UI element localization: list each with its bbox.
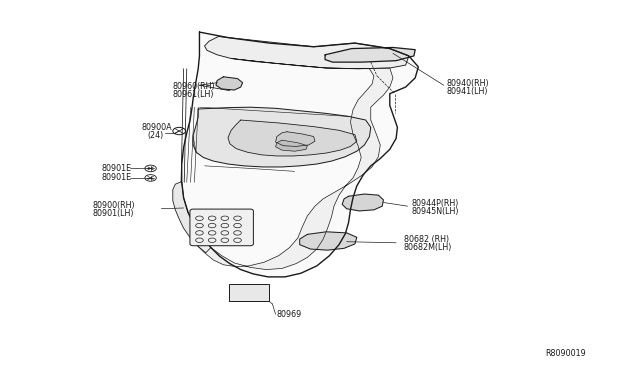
Polygon shape [228, 120, 356, 156]
Text: 80901E: 80901E [101, 173, 131, 182]
Polygon shape [342, 194, 383, 211]
Text: 80945N(LH): 80945N(LH) [412, 207, 460, 216]
Text: (24): (24) [147, 131, 164, 140]
FancyBboxPatch shape [190, 209, 253, 246]
Text: 80960(RH): 80960(RH) [173, 82, 216, 91]
Text: 80961(LH): 80961(LH) [173, 90, 214, 99]
Polygon shape [216, 77, 243, 90]
Polygon shape [205, 36, 409, 69]
Polygon shape [173, 182, 211, 253]
Polygon shape [276, 132, 315, 147]
Text: 80900A: 80900A [141, 123, 172, 132]
Polygon shape [195, 58, 393, 270]
Text: 80901E: 80901E [101, 164, 131, 173]
Text: 80940(RH): 80940(RH) [447, 79, 490, 88]
Text: 80900(RH): 80900(RH) [93, 201, 136, 209]
Text: 80682M(LH): 80682M(LH) [404, 243, 452, 252]
FancyBboxPatch shape [228, 284, 269, 301]
Polygon shape [193, 107, 371, 167]
Text: 80969: 80969 [277, 311, 302, 320]
Text: 80941(LH): 80941(LH) [447, 87, 488, 96]
Polygon shape [325, 48, 415, 62]
Polygon shape [276, 140, 307, 151]
Polygon shape [182, 32, 419, 277]
Text: 80944P(RH): 80944P(RH) [412, 199, 460, 208]
Text: 80901(LH): 80901(LH) [93, 209, 134, 218]
Text: R8090019: R8090019 [545, 349, 586, 358]
Text: 80682 (RH): 80682 (RH) [404, 235, 449, 244]
Polygon shape [300, 232, 356, 250]
